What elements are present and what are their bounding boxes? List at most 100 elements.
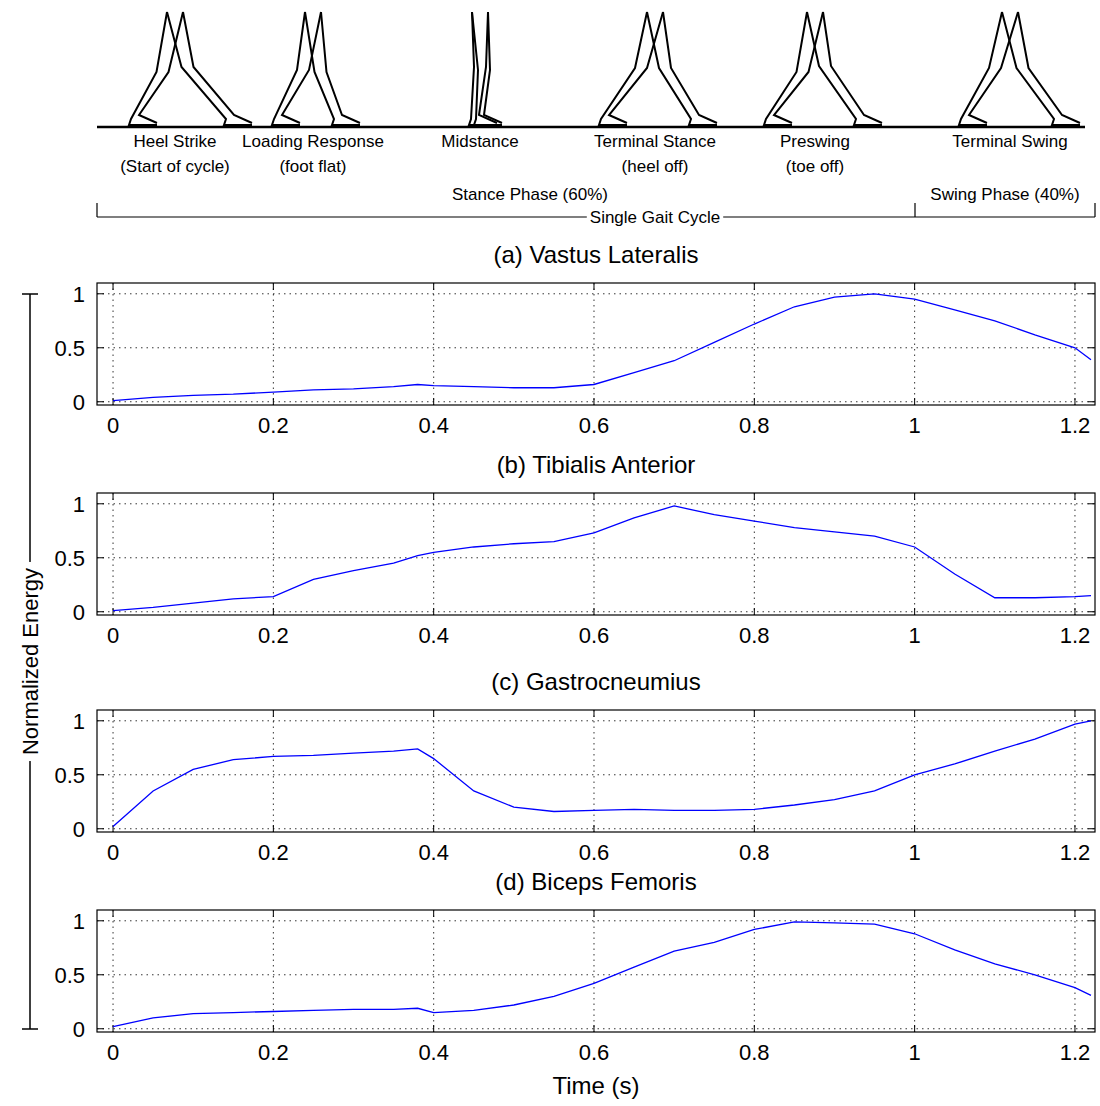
grid-line [1074,910,1075,1032]
panel: (a) Vastus Lateralis00.20.40.60.811.200.… [54,241,1095,438]
gait-figure [272,12,360,125]
tick [1088,611,1095,612]
phase-label: Midstance [441,132,518,151]
figure: Heel Strike (Start of cycle) Loading Respo… [0,0,1100,1106]
tick [914,283,915,290]
tick [97,974,104,975]
tick [1088,401,1095,402]
y-axis-title: Normalized Energy [18,568,43,755]
x-tick-label: 0.8 [739,623,770,648]
tick [593,910,594,917]
tick [273,1025,274,1032]
tick [593,493,594,500]
grid-line [433,283,434,405]
tick [754,283,755,290]
tick [433,825,434,832]
tick [1088,503,1095,504]
x-tick-label: 0.6 [579,413,610,438]
tick [1074,283,1075,290]
grid-line [97,347,1095,348]
x-tick-label: 1.2 [1060,840,1091,865]
series-line [113,294,1091,401]
x-tick-label: 0.8 [739,1040,770,1065]
x-tick-label: 0.8 [739,840,770,865]
tick [97,828,104,829]
tick [1074,493,1075,500]
tick [1074,1025,1075,1032]
leg [167,12,252,125]
tick [1074,710,1075,717]
leg [305,12,360,125]
grid-line [593,710,594,832]
label-bg [587,208,723,227]
tick [113,283,114,290]
phase-label: Heel Strike [133,132,216,151]
y-tick-label: 0 [73,390,85,415]
grid-line [97,1028,1095,1029]
phase-label: Preswing [780,132,850,151]
tick [97,611,104,612]
grid-line [97,611,1095,612]
plot-frame [97,910,1095,1032]
tick [593,1025,594,1032]
grid-line [433,910,434,1032]
series-line [113,721,1091,827]
phase-sublabel: (Start of cycle) [120,157,230,176]
grid-line [97,974,1095,975]
tick [113,493,114,500]
phase-label: Terminal Swing [952,132,1067,151]
grid-line [914,493,915,615]
panel-title: (b) Tibialis Anterior [497,451,696,478]
bracket-tick [1094,203,1095,217]
y-tick-label: 1 [73,709,85,734]
tick [433,910,434,917]
grid-line [273,283,274,405]
tick [1088,828,1095,829]
grid-line [97,503,1095,504]
x-tick-label: 1 [909,840,921,865]
tick [593,283,594,290]
tick [1088,974,1095,975]
tick [914,398,915,405]
leg [472,12,502,125]
x-tick-label: 0.2 [258,413,289,438]
tick [1088,293,1095,294]
tick [97,1028,104,1029]
phase-label: Loading Response [242,132,384,151]
grid-line [97,828,1095,829]
grid-line [914,283,915,405]
tick [914,825,915,832]
gait-figure [129,12,252,125]
panel-title: (d) Biceps Femoris [495,868,696,895]
x-tick-label: 0.4 [418,623,449,648]
grid-line [593,493,594,615]
tick [1088,347,1095,348]
gait-figure [469,12,502,125]
x-tick-label: 0.2 [258,1040,289,1065]
gait-figure [764,12,882,125]
grid-line [97,401,1095,402]
y-tick-label: 0.5 [54,963,85,988]
panel: (d) Biceps Femoris00.20.40.60.811.200.51… [54,868,1095,1099]
x-tick-label: 0.8 [739,413,770,438]
x-tick-label: 0.6 [579,1040,610,1065]
grid-line [754,710,755,832]
y-tick-label: 0.5 [54,336,85,361]
tick [273,825,274,832]
tick [273,910,274,917]
x-tick-label: 1 [909,1040,921,1065]
tick [914,1025,915,1032]
tick [97,557,104,558]
grid-line [273,910,274,1032]
grid-line [593,910,594,1032]
bracket-tick [914,203,915,217]
gait-figure [959,12,1080,125]
tick [1074,398,1075,405]
grid-line [97,720,1095,721]
y-tick-label: 0 [73,600,85,625]
phase-sublabel: (toe off) [786,157,844,176]
plot-area [113,721,1091,827]
y-tick-label: 1 [73,492,85,517]
grid-line [113,283,114,405]
phase-sublabel: (heel off) [622,157,689,176]
